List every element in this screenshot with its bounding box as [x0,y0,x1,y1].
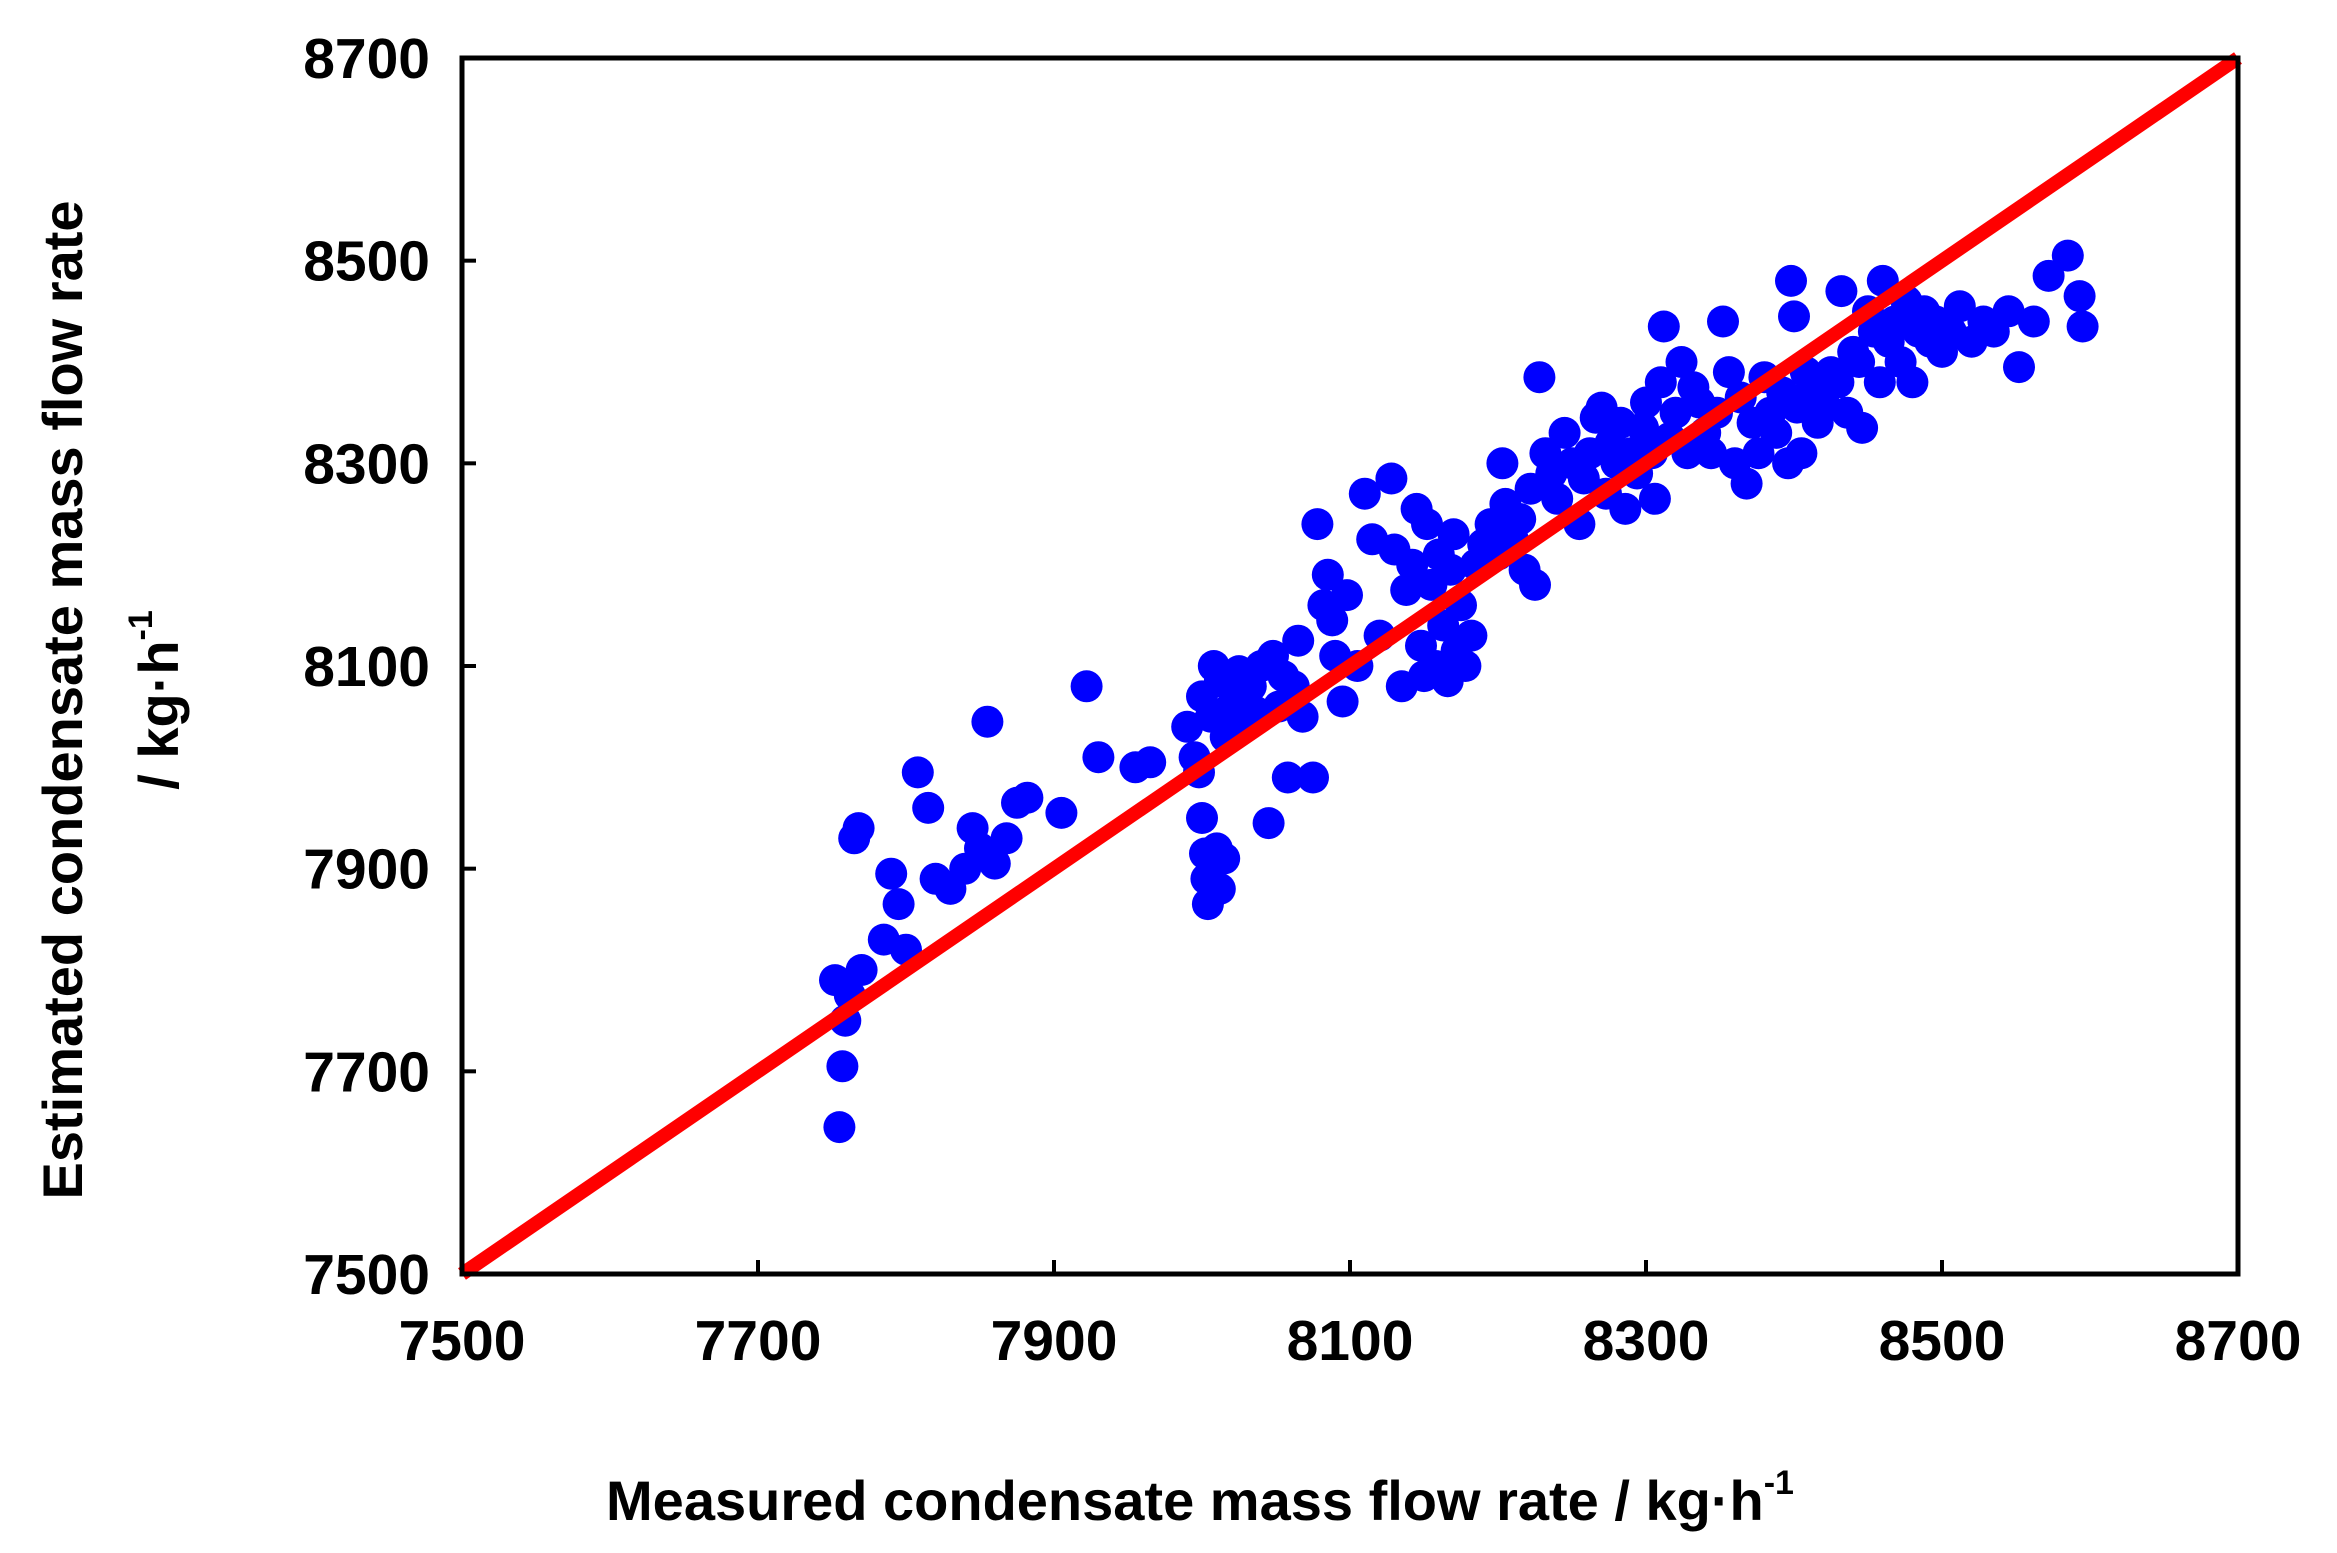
data-point [1282,624,1315,657]
data-point [1411,508,1443,541]
y-tick-label: 8700 [303,27,430,91]
data-point [1541,482,1574,515]
data-point [1045,796,1078,829]
data-point [1486,447,1519,480]
data-point [1548,416,1581,449]
data-point [1449,650,1482,682]
x-tick-label: 8500 [1879,1309,2006,1373]
x-tick-label: 8100 [1287,1309,1414,1373]
data-point [1730,467,1763,500]
data-point [845,954,878,986]
y-tick-label: 7500 [303,1243,430,1307]
y-tick-label: 7700 [303,1040,430,1104]
data-point [1627,411,1659,444]
data-point [1504,503,1537,536]
data-point [1943,290,1976,323]
x-axis-title: Measured condensate mass flow rate / kg·… [606,1464,1794,1532]
data-point [1316,604,1349,637]
data-point [1203,872,1236,905]
y-tick-label: 7900 [303,838,430,902]
data-point [1712,356,1745,389]
y-axis-title-unit: / kg·h [127,640,190,789]
y-tick-label: 8300 [303,432,430,496]
data-point [1208,842,1241,875]
data-point [2003,351,2035,384]
data-point [823,1111,856,1144]
data-point [1070,670,1103,703]
y-tick-label: 8100 [303,635,430,699]
data-point [1297,761,1329,794]
data-point [2063,280,2096,313]
data-point [990,822,1023,855]
data-point [901,756,934,789]
y-axis-title-superscript: -1 [122,610,160,640]
data-point [1396,548,1429,581]
data-point [1644,366,1677,399]
data-point [2032,259,2065,292]
data-point [1609,492,1642,525]
data-point [1778,300,1810,333]
data-point [1082,741,1115,774]
data-point [1707,305,1739,338]
data-point [1638,482,1671,515]
x-axis-title-superscript: -1 [1764,1464,1794,1502]
data-point [875,857,908,890]
data-point [1455,619,1488,652]
data-point [842,812,875,845]
data-point [1311,558,1344,591]
data-point [971,705,1004,738]
data-point [1519,568,1551,601]
data-point [2051,239,2084,272]
data-point [1822,366,1855,399]
data-point [1271,761,1304,794]
y-axis-title-line1: Estimated condensate mass flow rate [31,200,94,1199]
x-tick-label: 7700 [695,1309,822,1373]
x-tick-label: 7500 [399,1309,526,1373]
data-point [912,791,945,824]
data-point [1252,807,1285,840]
data-point [1437,518,1470,551]
data-point [1863,366,1896,399]
data-point [1785,437,1818,470]
reference-line-y-equals-x [458,52,2242,1280]
data-point [882,888,915,921]
data-point [1992,295,2025,328]
data-point [1326,685,1359,718]
data-point [1390,574,1423,606]
data-point [2066,310,2099,343]
y-axis-ticks: 7500 7700 7900 8100 8300 8500 8700 [303,27,476,1307]
data-point [1375,462,1408,495]
data-point [2017,305,2050,338]
data-point [1775,264,1807,297]
x-tick-label: 8700 [2175,1309,2302,1373]
y-tick-label: 8500 [303,230,430,294]
data-point [1186,802,1218,834]
data-point [1434,553,1467,586]
data-point [1301,508,1334,541]
data-point [1760,416,1793,449]
data-point [1011,781,1044,814]
x-tick-label: 7900 [991,1309,1118,1373]
data-point [978,847,1011,880]
data-point [1896,366,1929,399]
data-point [1134,746,1167,779]
x-axis-title-text: Measured condensate mass flow rate / kg·… [606,1469,1764,1532]
data-point [1825,275,1858,308]
data-point [1647,310,1680,343]
data-points [819,239,2099,1144]
data-point [1348,477,1381,510]
y-axis-title-line2: / kg·h-1 [122,610,190,790]
data-point [1665,346,1698,378]
data-point [1846,411,1879,444]
data-point [1523,361,1556,394]
data-point [1843,346,1876,378]
x-tick-label: 8300 [1583,1309,1710,1373]
x-axis-ticks: 7500 7700 7900 8100 8300 8500 8700 [399,1260,2302,1373]
data-point [826,1050,859,1083]
data-point [1331,579,1363,612]
